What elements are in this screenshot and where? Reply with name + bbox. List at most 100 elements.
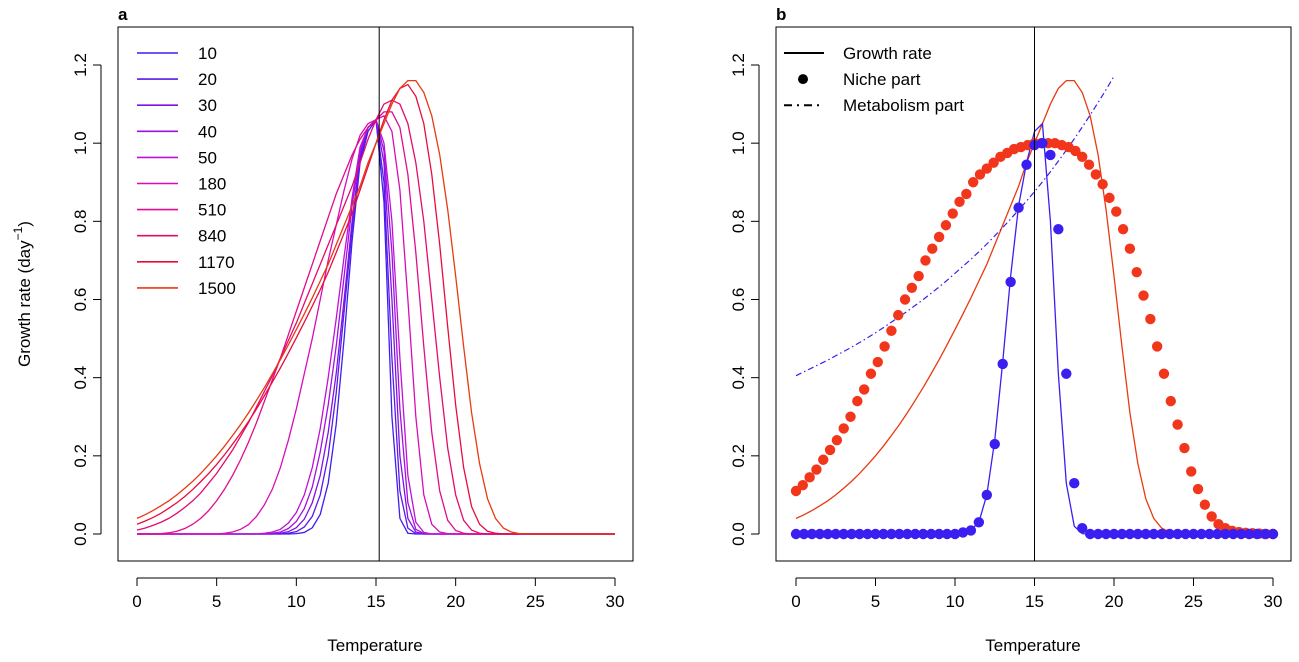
niche-point-red — [872, 356, 883, 368]
niche-point-red — [920, 255, 931, 266]
y-tick-label: 1.0 — [729, 131, 748, 155]
y-tick-label: 1.2 — [71, 53, 90, 77]
panel-b-x-title: Temperature — [985, 636, 1080, 655]
niche-point-blue — [1116, 528, 1128, 540]
y-tick-label: 0.8 — [71, 210, 90, 234]
x-tick-label: 25 — [1184, 592, 1203, 611]
x-tick-label: 5 — [212, 592, 221, 611]
y-tick-label: 0.4 — [729, 366, 748, 390]
niche-point-blue — [838, 528, 849, 540]
y-tick-label: 0.6 — [729, 288, 748, 312]
niche-point-red — [1131, 266, 1142, 278]
legend-label: 1170 — [198, 253, 235, 272]
niche-point-red — [1117, 223, 1129, 235]
panel-b-series — [790, 27, 1279, 561]
niche-point-red — [893, 309, 904, 321]
niche-point-blue — [1267, 528, 1279, 540]
niche-point-red — [797, 479, 809, 491]
niche-point-red — [1179, 442, 1190, 454]
panel-a-y-axis: 0.0 0.2 0.4 0.6 0.8 1.0 1.2 — [71, 53, 102, 546]
niche-point-blue — [1164, 528, 1175, 540]
y-tick-label: 0.0 — [729, 522, 748, 546]
legend-label: 180 — [198, 175, 226, 194]
niche-point-red — [790, 485, 802, 497]
niche-point-red — [899, 294, 911, 305]
niche-point-red — [927, 243, 938, 254]
y-tick-label: 1.0 — [71, 131, 90, 155]
niche-point-blue — [862, 528, 873, 540]
niche-point-red — [1097, 179, 1108, 190]
x-tick-label: 0 — [132, 592, 141, 611]
niche-point-red — [1104, 192, 1115, 204]
legend-label: 20 — [198, 70, 217, 89]
niche-point-red — [804, 472, 815, 483]
niche-point-red — [906, 282, 918, 293]
niche-point-blue — [894, 528, 905, 540]
y-tick-label: 0.2 — [729, 444, 748, 468]
niche-point-blue — [1037, 137, 1048, 149]
y-tick-label: 0.4 — [71, 366, 90, 390]
niche-point-red — [1111, 206, 1122, 217]
niche-point-red — [947, 208, 958, 219]
niche-point-blue — [822, 528, 833, 540]
niche-point-blue — [965, 525, 977, 536]
niche-point-red — [879, 341, 890, 352]
niche-point-blue — [918, 528, 929, 540]
panel-a-x-axis: 0 5 10 15 20 25 30 — [132, 577, 624, 611]
niche-point-blue — [1236, 528, 1247, 540]
niche-point-blue — [1092, 528, 1104, 540]
legend-label: 840 — [198, 227, 226, 246]
y-title-main: Growth rate (day — [15, 240, 34, 367]
niche-point-red — [967, 177, 979, 188]
niche-point-red — [818, 454, 829, 465]
y-tick-label: 0.6 — [71, 288, 90, 312]
niche-point-blue — [1188, 528, 1199, 540]
legend-label: 1500 — [198, 279, 236, 298]
niche-point-red — [1090, 169, 1102, 180]
legend-label: 30 — [198, 96, 217, 115]
niche-point-blue — [1243, 528, 1255, 540]
niche-point-red — [1165, 395, 1176, 407]
niche-point-blue — [949, 528, 961, 540]
niche-point-blue — [1220, 528, 1231, 540]
niche-point-red — [852, 395, 863, 407]
x-tick-label: 0 — [791, 592, 800, 611]
panel-b-x-axis: 0 5 10 15 20 25 30 — [791, 577, 1282, 611]
legend-label: 10 — [198, 44, 217, 63]
x-tick-label: 10 — [287, 592, 306, 611]
niche-point-blue — [1124, 528, 1136, 540]
niche-point-blue — [933, 528, 945, 540]
niche-point-blue — [1251, 528, 1263, 540]
legend-label: Niche part — [843, 70, 921, 89]
legend-label: 40 — [198, 122, 217, 141]
niche-point-red — [845, 411, 856, 422]
niche-point-blue — [806, 528, 818, 540]
panel-a-series — [136, 27, 615, 561]
niche-point-blue — [790, 528, 802, 540]
x-tick-label: 15 — [1025, 592, 1044, 611]
legend-label: 510 — [198, 201, 226, 220]
x-tick-label: 10 — [946, 592, 965, 611]
niche-point-blue — [814, 528, 826, 540]
y-title-sup: −1 — [11, 226, 25, 240]
y-title-close: ) — [15, 221, 34, 227]
niche-point-blue — [1148, 528, 1159, 540]
panel-b: b 0 5 10 15 20 25 30 0.0 0.2 0.4 0.6 0.8 1.0 1.2 Tem… — [729, 5, 1292, 655]
niche-point-blue — [902, 528, 913, 540]
legend-label: 50 — [198, 148, 217, 167]
niche-point-blue — [798, 528, 810, 540]
panel-a: a 0 5 10 15 20 25 30 0.00.20.40.60.81.01.2 Tem… — [11, 5, 634, 655]
niche-point-blue — [1045, 149, 1056, 161]
niche-point-blue — [1180, 528, 1191, 540]
niche-point-blue — [981, 489, 992, 501]
niche-point-blue — [1100, 528, 1112, 540]
niche-point-blue — [846, 528, 857, 540]
niche-point-blue — [870, 528, 881, 540]
niche-point-blue — [878, 528, 889, 540]
niche-point-blue — [989, 438, 1000, 450]
niche-point-blue — [854, 528, 865, 540]
panel-b-legend: Growth rate Niche part Metabolism part — [784, 44, 964, 115]
niche-point-blue — [1132, 528, 1144, 540]
niche-point-red — [1151, 341, 1163, 352]
niche-point-blue — [886, 528, 897, 540]
